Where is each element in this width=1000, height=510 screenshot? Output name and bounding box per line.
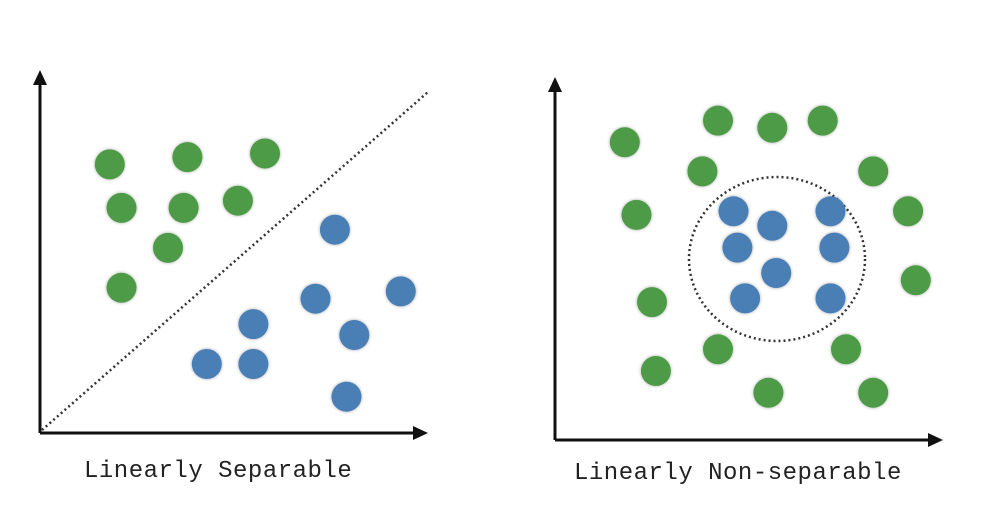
blue-point	[238, 349, 269, 379]
green-point	[858, 156, 889, 187]
green-point	[900, 265, 931, 296]
green-point	[106, 272, 137, 303]
green-point	[106, 192, 137, 223]
blue-point	[385, 276, 416, 307]
decision-boundary-line	[41, 91, 429, 431]
blue-point	[722, 232, 753, 263]
blue-point	[819, 232, 850, 263]
green-point	[222, 185, 253, 216]
blue-point	[761, 258, 792, 288]
green-point	[753, 377, 784, 408]
caption-linearly-separable: Linearly Separable	[84, 458, 353, 485]
green-point	[621, 199, 652, 230]
blue-point	[191, 349, 222, 379]
linearly-separable-diagram	[33, 70, 429, 440]
green-point	[94, 149, 125, 180]
green-point	[893, 196, 924, 227]
green-point	[609, 127, 640, 158]
green-point	[858, 377, 889, 408]
points-group	[609, 105, 931, 408]
linearly-non-separable-diagram	[548, 77, 943, 447]
green-point	[168, 192, 199, 223]
green-point	[703, 105, 733, 136]
green-point	[757, 112, 788, 143]
green-point	[703, 334, 733, 365]
decision-boundary-circle	[687, 175, 867, 343]
green-point	[687, 156, 718, 187]
blue-point	[757, 210, 788, 241]
green-point	[831, 334, 861, 365]
x-axis	[555, 433, 943, 447]
green-point	[640, 356, 671, 386]
caption-linearly-non-separable: Linearly Non-separable	[574, 460, 902, 487]
blue-point	[319, 214, 350, 245]
green-point	[250, 138, 280, 169]
green-point	[153, 232, 183, 263]
blue-point	[730, 283, 761, 314]
y-axis	[548, 77, 562, 440]
green-point	[172, 142, 203, 173]
blue-point	[300, 283, 331, 314]
green-point	[807, 105, 838, 136]
points-group	[94, 138, 416, 412]
blue-point	[331, 381, 362, 412]
green-point	[637, 287, 667, 318]
y-axis	[33, 70, 47, 433]
blue-point	[718, 196, 749, 227]
blue-point	[238, 309, 269, 340]
blue-point	[339, 320, 370, 350]
blue-point	[815, 196, 846, 227]
blue-point	[815, 283, 846, 314]
x-axis	[40, 426, 428, 440]
